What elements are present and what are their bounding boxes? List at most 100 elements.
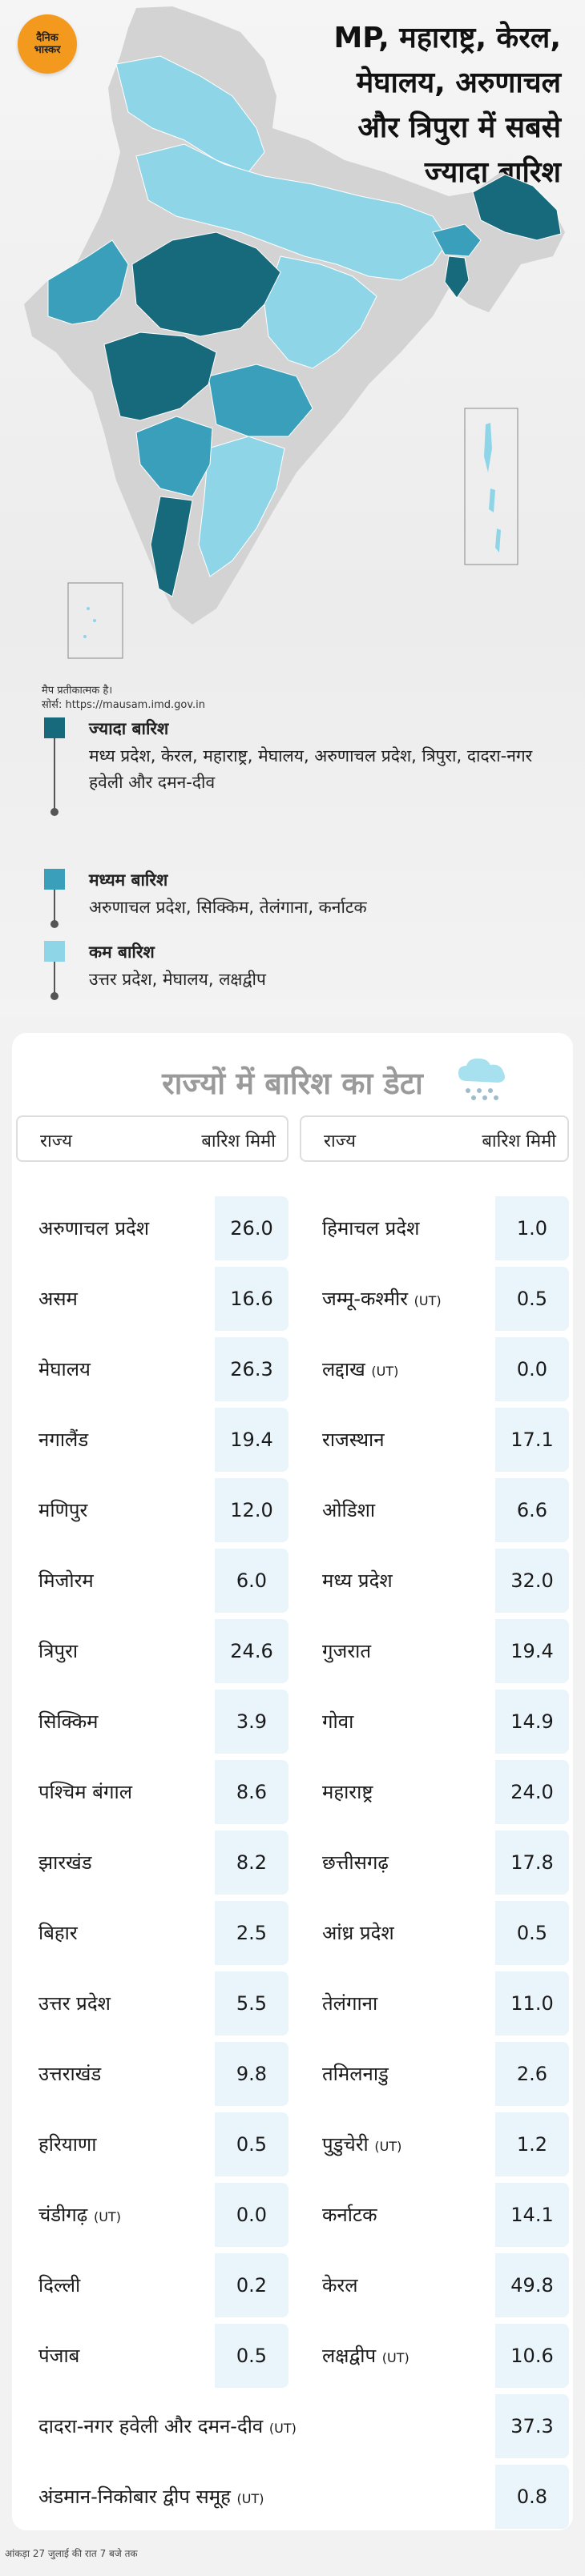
ut-tag: (UT) xyxy=(268,2421,297,2436)
state-name: नगालैंड xyxy=(16,1408,215,1472)
state-name: कर्नाटक xyxy=(300,2183,495,2247)
state-name-text: मिजोरम xyxy=(38,1569,94,1592)
table-row: असम 16.6 xyxy=(16,1267,288,1331)
state-name: आंध्र प्रदेश xyxy=(300,1901,495,1965)
rain-value: 24.6 xyxy=(215,1619,288,1683)
state-name: गुजरात xyxy=(300,1619,495,1683)
state-name-text: मेघालय xyxy=(38,1358,91,1380)
state-name-text: उत्तराखंड xyxy=(38,2063,102,2085)
rain-value: 5.5 xyxy=(215,1971,288,2035)
state-name-text: छत्तीसगढ़ xyxy=(322,1851,389,1874)
legend-swatch-heavy xyxy=(44,717,65,738)
table-row: हिमाचल प्रदेश 1.0 xyxy=(300,1196,569,1260)
ut-tag: (UT) xyxy=(374,2139,402,2154)
rain-value: 0.0 xyxy=(215,2183,288,2247)
logo-line-2: भास्कर xyxy=(34,44,61,56)
table-row: बिहार 2.5 xyxy=(16,1901,288,1965)
headline-line-1: MP, महाराष्ट्र, केरल, xyxy=(333,22,561,54)
table-row: अरुणाचल प्रदेश 26.0 xyxy=(16,1196,288,1260)
header-rain-left: बारिश मिमी xyxy=(201,1131,276,1151)
rain-value: 9.8 xyxy=(215,2042,288,2106)
state-name: चंडीगढ़ (UT) xyxy=(16,2183,215,2247)
table-row: चंडीगढ़ (UT) 0.0 xyxy=(16,2183,288,2247)
rain-value: 0.5 xyxy=(495,1901,569,1965)
table-row: लक्षद्वीप (UT) 10.6 xyxy=(300,2324,569,2388)
map-region-low xyxy=(264,255,377,369)
state-name: उत्तराखंड xyxy=(16,2042,215,2106)
rain-value: 0.2 xyxy=(215,2253,288,2317)
state-name: अंडमान-निकोबार द्वीप समूह (UT) xyxy=(16,2465,495,2529)
table-row: अंडमान-निकोबार द्वीप समूह (UT) 0.8 xyxy=(16,2465,569,2529)
rain-value: 32.0 xyxy=(495,1549,569,1613)
state-name-text: तमिलनाडु xyxy=(322,2063,389,2085)
table-row: सिक्किम 3.9 xyxy=(16,1690,288,1754)
map-region-heavy xyxy=(103,332,217,421)
rain-value: 14.9 xyxy=(495,1690,569,1754)
state-name: बिहार xyxy=(16,1901,215,1965)
legend-swatch-low xyxy=(44,941,65,962)
rain-value: 26.0 xyxy=(215,1196,288,1260)
table-row: पुडुचेरी (UT) 1.2 xyxy=(300,2112,569,2176)
rain-value: 26.3 xyxy=(215,1337,288,1401)
map-note: मैप प्रतीकात्मक है। सोर्स: https://mausa… xyxy=(42,684,205,713)
rain-value: 8.6 xyxy=(215,1760,288,1824)
legend-stem xyxy=(54,962,55,995)
footnote: आंकड़ा 27 जुलाई की रात 7 बजे तक xyxy=(5,2548,138,2559)
state-name: लद्दाख (UT) xyxy=(300,1337,495,1401)
legend-title-low: कम बारिश xyxy=(89,942,155,962)
rain-value: 8.2 xyxy=(215,1831,288,1895)
state-name: पुडुचेरी (UT) xyxy=(300,2112,495,2176)
rain-value: 11.0 xyxy=(495,1971,569,2035)
state-name: उत्तर प्रदेश xyxy=(16,1971,215,2035)
table-row: ओडिशा 6.6 xyxy=(300,1478,569,1542)
map-source: सोर्स: https://mausam.imd.gov.in xyxy=(42,699,205,711)
state-name-text: सिक्किम xyxy=(38,1710,99,1733)
map-region-heavy xyxy=(150,496,193,597)
rain-value: 2.6 xyxy=(495,2042,569,2106)
state-name: मेघालय xyxy=(16,1337,215,1401)
state-name-text: गुजरात xyxy=(322,1640,372,1662)
rain-value: 49.8 xyxy=(495,2253,569,2317)
state-name-text: अरुणाचल प्रदेश xyxy=(38,1217,150,1240)
state-name-text: बिहार xyxy=(38,1922,78,1944)
rain-value: 19.4 xyxy=(495,1619,569,1683)
rain-value: 6.0 xyxy=(215,1549,288,1613)
table-row: आंध्र प्रदेश 0.5 xyxy=(300,1901,569,1965)
state-name: झारखंड xyxy=(16,1831,215,1895)
state-name-text: पंजाब xyxy=(38,2345,80,2367)
state-name-text: तेलंगाना xyxy=(322,1992,378,2015)
table-title: राज्यों में बारिश का डेटा xyxy=(162,1066,423,1101)
state-name: दिल्ली xyxy=(16,2253,215,2317)
state-name-text: नगालैंड xyxy=(38,1429,89,1451)
legend-dot xyxy=(50,808,58,816)
table-row: केरल 49.8 xyxy=(300,2253,569,2317)
legend-dot xyxy=(50,920,58,928)
map-region-low xyxy=(115,55,265,173)
state-name: छत्तीसगढ़ xyxy=(300,1831,495,1895)
legend-dot xyxy=(50,992,58,1000)
map-region-low xyxy=(135,143,450,281)
map-region-low xyxy=(198,436,285,577)
state-name-text: उत्तर प्रदेश xyxy=(38,1992,111,2015)
map-region-heavy xyxy=(472,174,562,241)
rain-value: 19.4 xyxy=(215,1408,288,1472)
legend-desc-low: उत्तर प्रदेश, मेघालय, लक्षद्वीप xyxy=(89,970,266,989)
legend-desc-medium: अरुणाचल प्रदेश, सिक्किम, तेलंगाना, कर्ना… xyxy=(89,898,367,917)
table-row: मध्य प्रदेश 32.0 xyxy=(300,1549,569,1613)
ut-tag: (UT) xyxy=(381,2350,410,2365)
headline-line-3: और त्रिपुरा में सबसे xyxy=(357,111,561,144)
state-name-text: झारखंड xyxy=(38,1851,92,1874)
state-name-text: चंडीगढ़ xyxy=(38,2204,88,2226)
legend-swatch-medium xyxy=(44,869,65,890)
state-name-text: पश्चिम बंगाल xyxy=(38,1781,132,1803)
state-name-text: मध्य प्रदेश xyxy=(322,1569,393,1592)
table-row: जम्मू-कश्मीर (UT) 0.5 xyxy=(300,1267,569,1331)
table-row: तेलंगाना 11.0 xyxy=(300,1971,569,2035)
table-row: हरियाणा 0.5 xyxy=(16,2112,288,2176)
rain-value: 37.3 xyxy=(495,2394,569,2458)
state-name-text: महाराष्ट्र xyxy=(322,1781,373,1803)
header-state-right: राज्य xyxy=(324,1131,357,1151)
map-region-heavy xyxy=(444,255,470,299)
state-name: तेलंगाना xyxy=(300,1971,495,2035)
state-name: त्रिपुरा xyxy=(16,1619,215,1683)
